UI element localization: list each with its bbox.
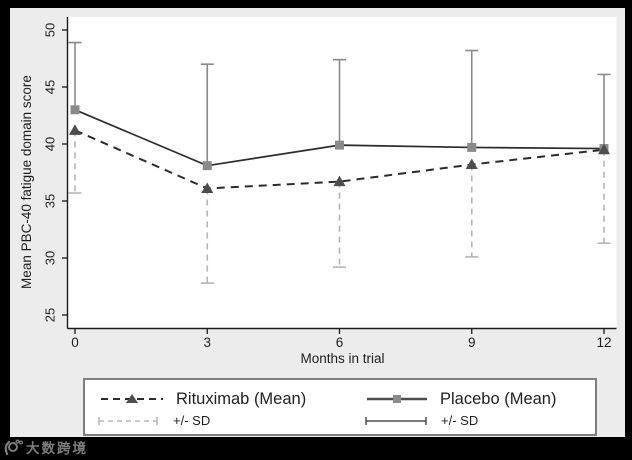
- chart-plot-area: 25 30 35 40 45 50 0 3 6 9 12: [43, 17, 617, 350]
- placebo-mean-swatch-icon: [367, 395, 427, 403]
- svg-text:35: 35: [43, 194, 58, 208]
- placebo-sd-swatch-icon: [365, 417, 427, 425]
- watermark-text: 大数跨境: [26, 441, 88, 456]
- graph-region: 25 30 35 40 45 50 0 3 6 9 12 Mean PBC-40 fatigue d…: [10, 8, 625, 437]
- legend-label-placebo-sd: +/- SD: [441, 413, 479, 428]
- svg-text:40: 40: [43, 137, 58, 151]
- svg-text:6: 6: [336, 335, 344, 350]
- svg-text:0: 0: [71, 335, 79, 350]
- svg-text:3: 3: [203, 335, 211, 350]
- x-axis-title: Months in trial: [300, 351, 385, 366]
- chart-legend: Rituximab (Mean) Placebo (Mean) +/- SD +…: [83, 378, 597, 436]
- svg-text:30: 30: [43, 251, 58, 265]
- svg-text:12: 12: [596, 335, 611, 350]
- y-axis-title: Mean PBC-40 fatigue domain score: [19, 75, 34, 289]
- rituximab-sd-swatch-icon: [98, 417, 158, 425]
- watermark-logo-icon: [4, 439, 23, 455]
- svg-text:25: 25: [43, 308, 58, 322]
- legend-label-rituximab-mean: Rituximab (Mean): [176, 390, 307, 408]
- svg-text:45: 45: [43, 80, 58, 94]
- legend-label-rituximab-sd: +/- SD: [173, 413, 211, 428]
- watermark: 大数跨境: [3, 436, 88, 458]
- legend-label-placebo-mean: Placebo (Mean): [440, 390, 557, 408]
- svg-text:9: 9: [468, 335, 476, 350]
- svg-text:50: 50: [43, 23, 58, 37]
- rituximab-mean-swatch-icon: [101, 394, 163, 403]
